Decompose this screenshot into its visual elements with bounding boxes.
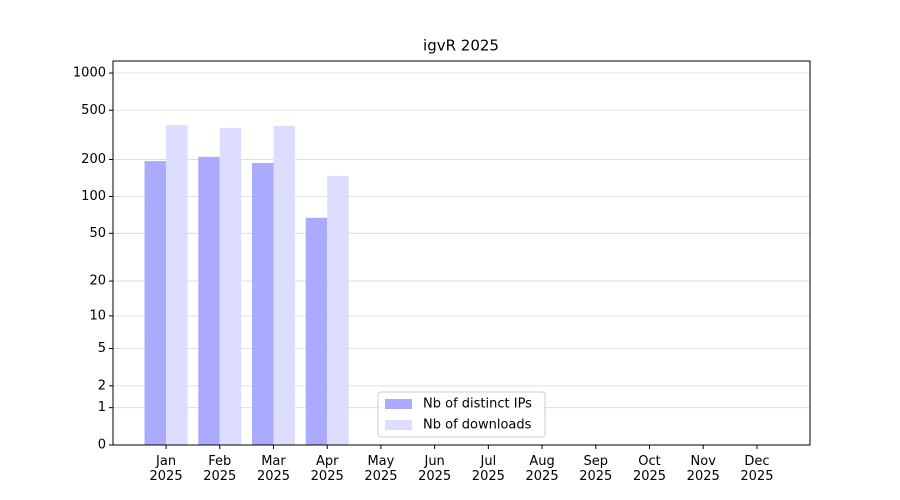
legend-swatch xyxy=(385,399,412,409)
y-tick-label: 1 xyxy=(98,400,106,415)
y-tick-label: 2 xyxy=(98,378,106,393)
y-tick-label: 100 xyxy=(81,189,106,204)
x-tick-label: Apr 2025 xyxy=(310,454,344,484)
x-tick-label: Feb 2025 xyxy=(203,454,237,484)
legend: Nb of distinct IPs Nb of downloads xyxy=(377,391,546,438)
bar xyxy=(327,175,349,446)
y-tick-label: 20 xyxy=(89,274,106,289)
plot-frame xyxy=(112,60,811,446)
legend-label: Nb of distinct IPs xyxy=(423,397,532,412)
x-tick-label: Sep 2025 xyxy=(579,454,613,484)
x-tick-label: Oct 2025 xyxy=(632,454,667,484)
y-tick-label: 10 xyxy=(89,308,106,323)
legend-frame xyxy=(377,391,546,438)
bar xyxy=(251,163,274,446)
bar xyxy=(166,125,188,445)
x-tick-label: May 2025 xyxy=(364,454,398,484)
x-tick-label: Jan 2025 xyxy=(149,454,183,484)
bar xyxy=(144,161,167,445)
bar xyxy=(219,127,242,445)
bar xyxy=(305,217,328,445)
legend-label: Nb of downloads xyxy=(423,418,532,433)
x-tick-label: Jun 2025 xyxy=(418,454,452,484)
x-tick-label: Aug 2025 xyxy=(525,454,559,484)
x-tick-label: Dec 2025 xyxy=(740,454,774,484)
y-tick-label: 1000 xyxy=(73,66,106,81)
x-tick-label: Mar 2025 xyxy=(256,454,291,484)
bar xyxy=(273,126,295,446)
y-tick-label: 200 xyxy=(81,152,106,167)
y-tick-label: 50 xyxy=(89,226,106,241)
x-tick-label: Jul 2025 xyxy=(471,454,505,484)
x-tick-label: Nov 2025 xyxy=(686,454,720,484)
y-tick-label: 5 xyxy=(98,341,106,356)
legend-swatch xyxy=(385,420,412,430)
chart-title: igvR 2025 xyxy=(423,37,499,55)
y-tick-label: 500 xyxy=(81,103,106,118)
bar xyxy=(198,156,220,446)
y-tick-label: 0 xyxy=(98,438,106,453)
